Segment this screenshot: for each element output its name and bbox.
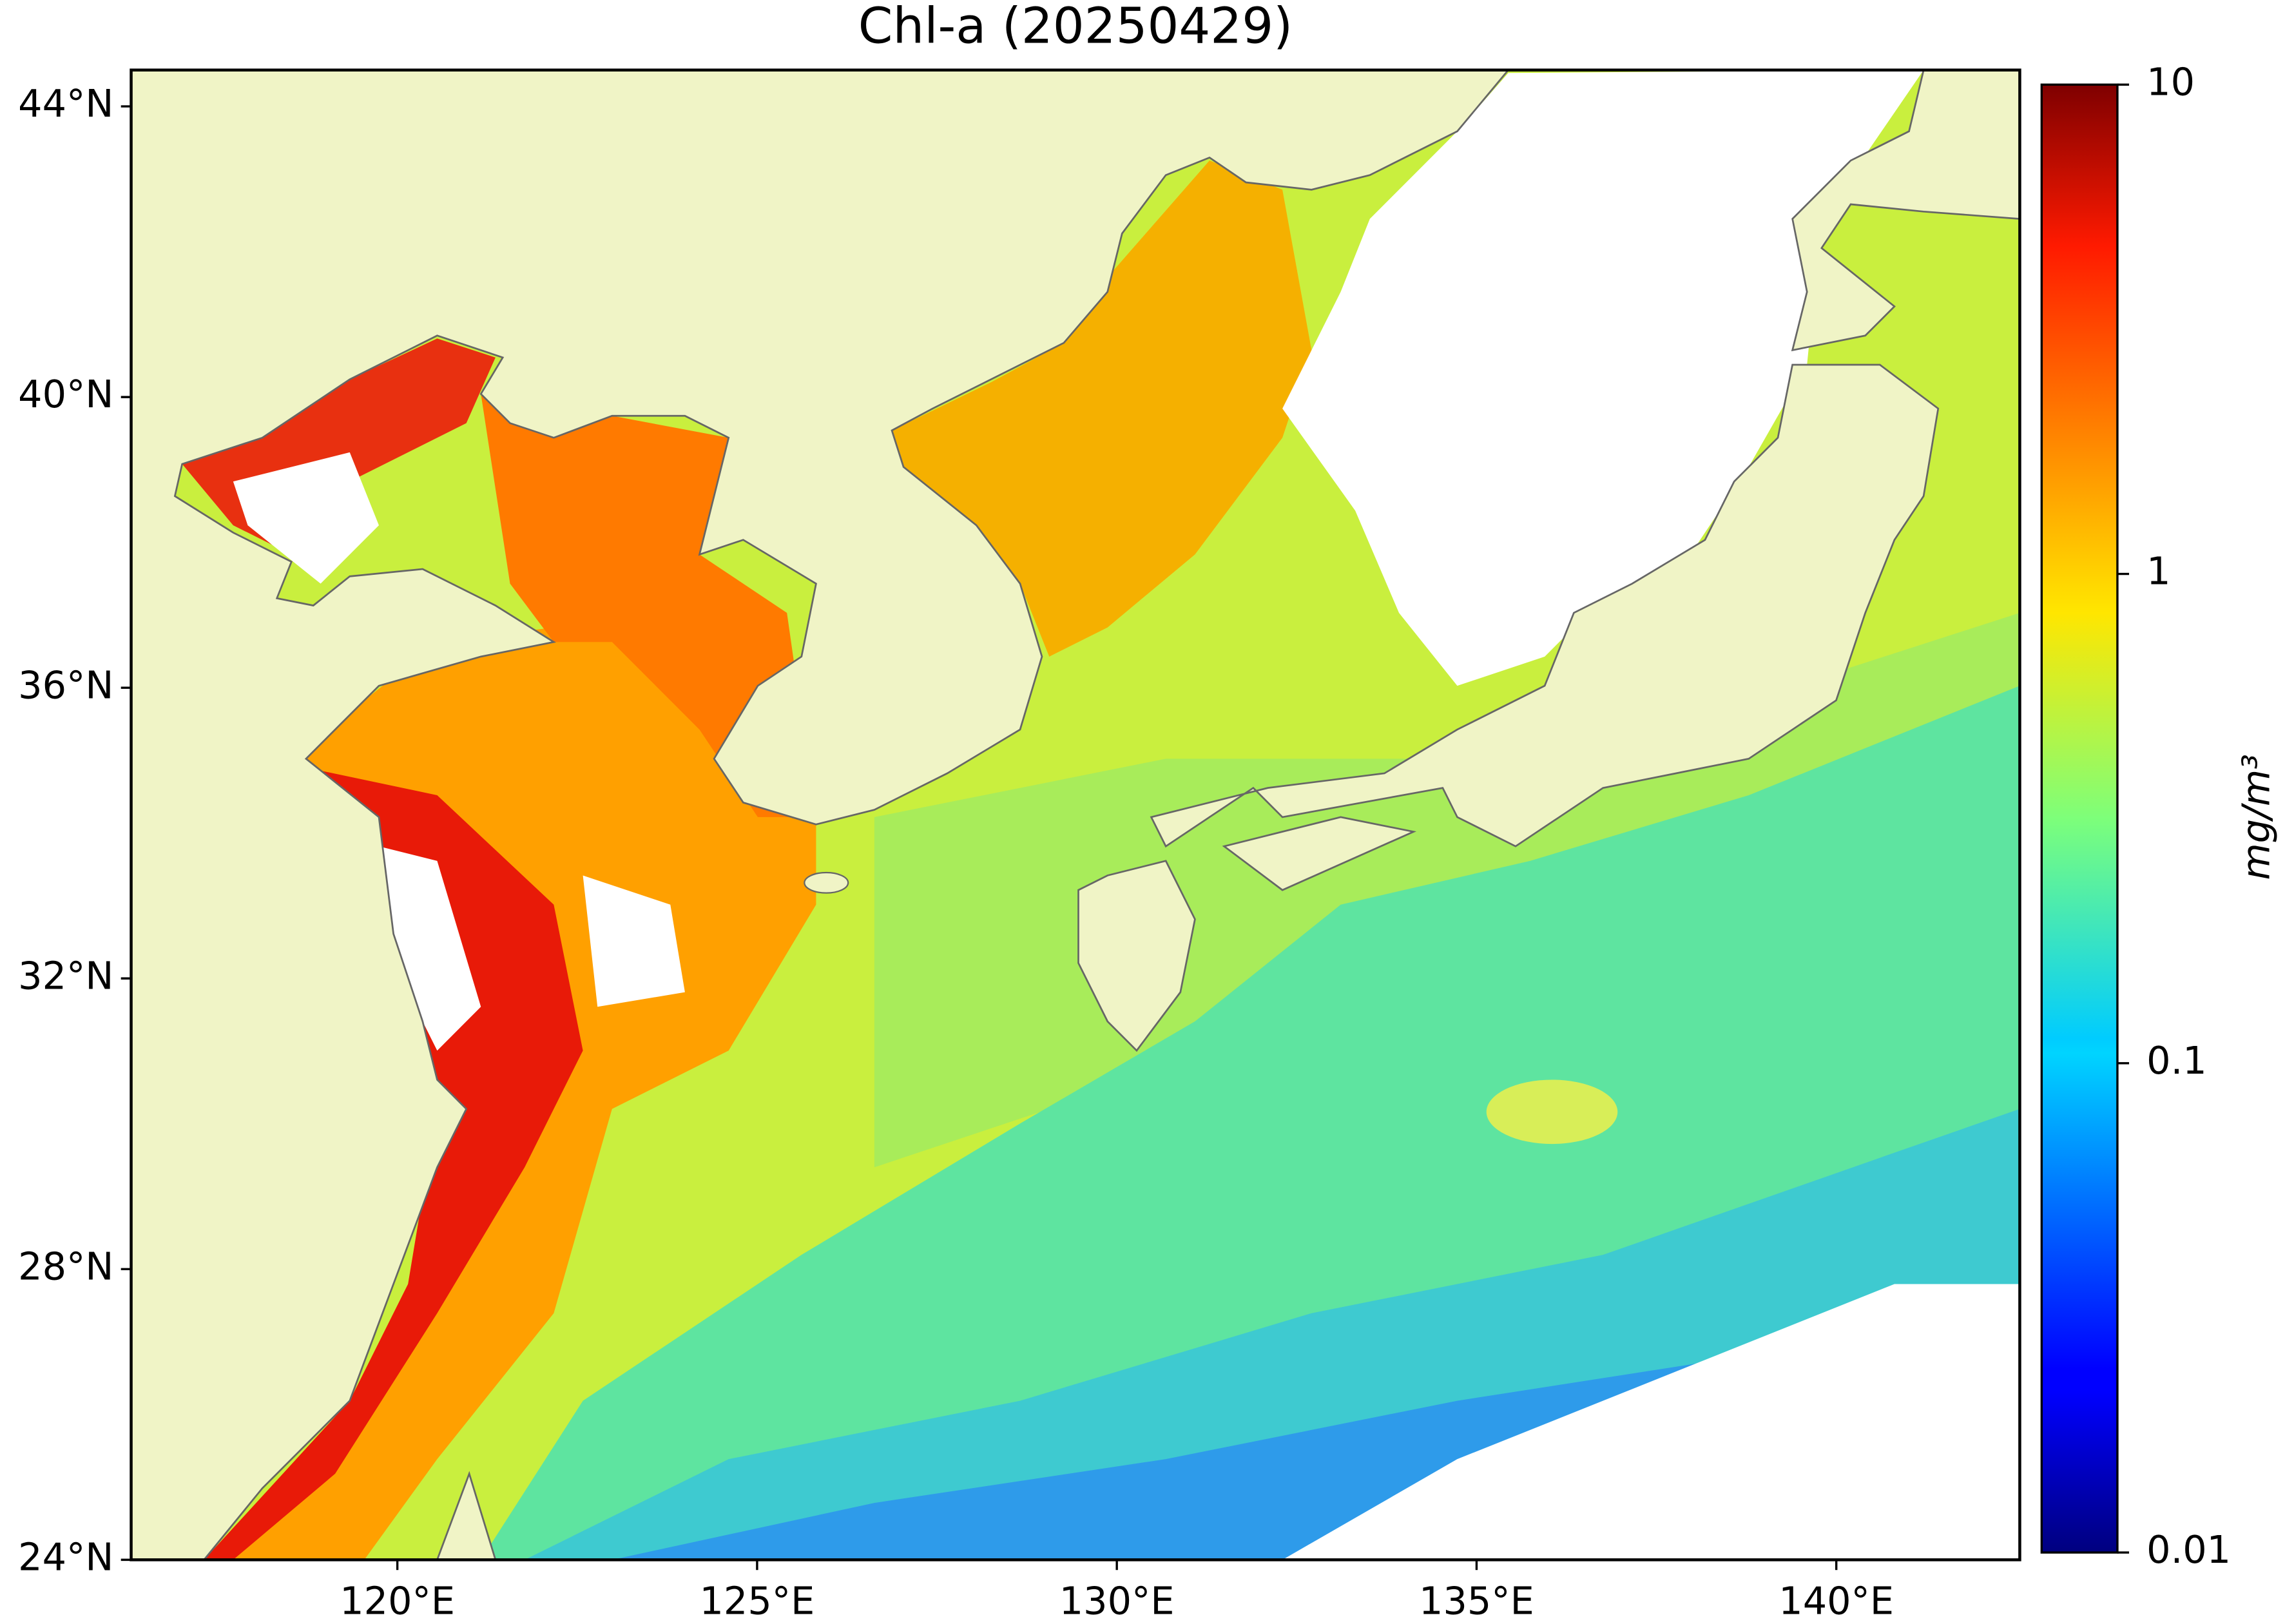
turbid-zone bbox=[481, 394, 816, 817]
colorbar-tick-label: 1 bbox=[2146, 549, 2170, 594]
colorbar-tick-label: 0.1 bbox=[2146, 1038, 2207, 1083]
x-tick-label: 135°E bbox=[1419, 1578, 1534, 1623]
land bbox=[1150, 363, 1940, 848]
x-tick-label: 125°E bbox=[700, 1578, 815, 1623]
land bbox=[1791, 70, 2020, 352]
x-tick-label: 140°E bbox=[1779, 1578, 1894, 1623]
chart-title: Chl-a (20250429) bbox=[858, 0, 1293, 55]
x-tick-label: 130°E bbox=[1059, 1578, 1175, 1623]
turbid-zone bbox=[204, 766, 583, 1560]
colorbar-tick-label: 10 bbox=[2146, 59, 2195, 104]
ocean-zone bbox=[892, 160, 1312, 657]
map bbox=[131, 70, 2020, 1560]
y-tick-label: 36°N bbox=[18, 662, 113, 707]
no-data bbox=[1282, 1284, 2020, 1560]
y-tick-label: 32°N bbox=[18, 953, 113, 998]
island bbox=[804, 871, 849, 894]
no-data bbox=[233, 452, 379, 584]
eddy bbox=[1486, 1079, 1618, 1145]
no-data bbox=[583, 875, 685, 1007]
land bbox=[1222, 816, 1417, 891]
y-tick-label: 24°N bbox=[18, 1534, 113, 1579]
y-tick-label: 44°N bbox=[18, 81, 113, 126]
land bbox=[131, 70, 1510, 1560]
land bbox=[1077, 860, 1196, 1052]
colorbar-label: mg/m³ bbox=[2233, 754, 2278, 880]
x-tick-label: 120°E bbox=[340, 1578, 455, 1623]
plot-frame bbox=[130, 68, 2021, 1561]
no-data bbox=[378, 846, 481, 1051]
no-data bbox=[1282, 70, 1924, 686]
colorbar-tick-label: 0.01 bbox=[2146, 1527, 2231, 1572]
y-tick-label: 28°N bbox=[18, 1244, 113, 1288]
land bbox=[436, 1471, 497, 1560]
colorbar bbox=[2040, 83, 2119, 1554]
y-tick-label: 40°N bbox=[18, 372, 113, 416]
